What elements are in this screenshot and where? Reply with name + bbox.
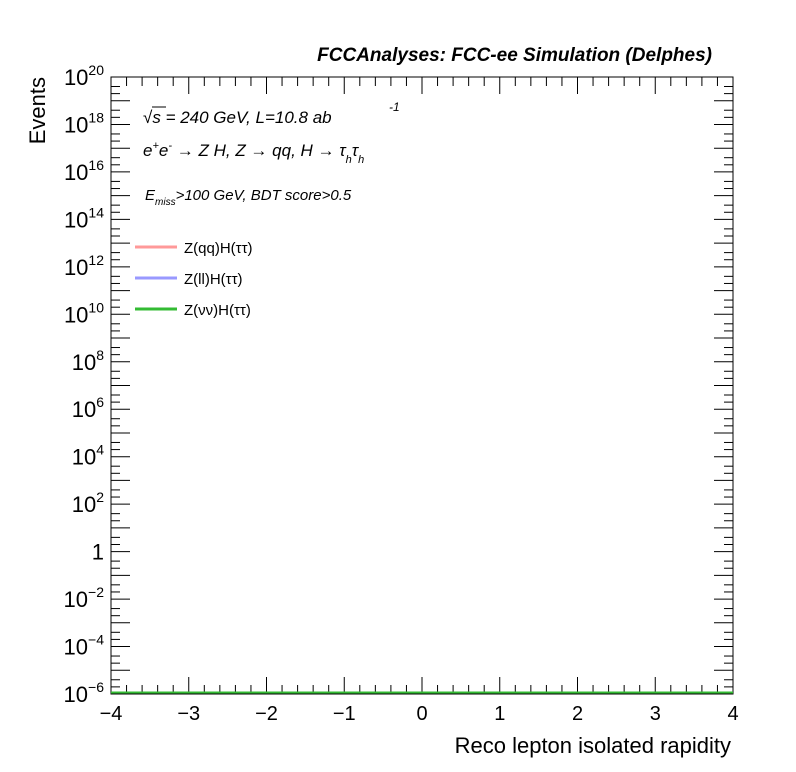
legend-entry-zll: Z(ll)H(ττ) <box>135 271 243 288</box>
annotation-energy: √s = 240 GeV, L=10.8 ab -1 <box>143 100 400 127</box>
y-tick-label: 10−2 <box>64 584 105 612</box>
x-tick-label: −3 <box>177 703 200 725</box>
y-tick-label: 108 <box>72 347 104 375</box>
y-tick-label: 1014 <box>64 204 104 232</box>
y-axis-label: Events <box>25 77 50 144</box>
y-tick-label: 10−4 <box>64 632 105 660</box>
svg-text:√s = 240 GeV, L=10.8 ab: √s = 240 GeV, L=10.8 ab <box>143 108 332 127</box>
y-tick-label: 106 <box>72 394 104 422</box>
x-tick-label: −2 <box>255 703 278 725</box>
x-tick-label: 2 <box>572 703 583 725</box>
svg-text:e+e- → Z H, Z → qq, H → τhτh: e+e- → Z H, Z → qq, H → τhτh <box>143 140 364 166</box>
x-tick-labels: −4 −3 −2 −1 0 1 2 3 4 <box>100 703 739 725</box>
svg-text:Emiss>100 GeV, BDT score>0.5: Emiss>100 GeV, BDT score>0.5 <box>145 187 352 208</box>
x-tick-label: 4 <box>727 703 738 725</box>
legend-entry-zqq: Z(qq)H(ττ) <box>135 240 253 257</box>
plot-frame <box>110 76 734 695</box>
legend-entry-znunu: Z(νν)H(ττ) <box>135 302 251 319</box>
y-tick-label: 1 <box>92 540 104 565</box>
x-tick-label: 1 <box>494 703 505 725</box>
y-tick-label: 102 <box>72 489 104 517</box>
x-tick-label: −1 <box>333 703 356 725</box>
svg-text:Z(ll)H(ττ): Z(ll)H(ττ) <box>184 271 243 288</box>
y-tick-labels: 10−6 10−4 10−2 1 102 104 106 108 1010 1012 1014 101… <box>64 62 105 707</box>
annotation-process: e+e- → Z H, Z → qq, H → τhτh <box>143 140 364 166</box>
legend: Z(qq)H(ττ) Z(ll)H(ττ) Z(νν)H(ττ) <box>135 240 253 319</box>
y-tick-label: 1020 <box>64 62 104 90</box>
svg-text:Z(νν)H(ττ): Z(νν)H(ττ) <box>184 302 251 319</box>
y-tick-label: 1010 <box>64 299 104 327</box>
chart-title: FCCAnalyses: FCC-ee Simulation (Delphes) <box>317 45 712 66</box>
y-tick-label: 1016 <box>64 157 104 185</box>
y-tick-label: 10−6 <box>64 679 105 707</box>
x-tick-label: 0 <box>416 703 427 725</box>
y-tick-label: 1018 <box>64 109 104 137</box>
x-tick-label: 3 <box>650 703 661 725</box>
annotation-selection: Emiss>100 GeV, BDT score>0.5 <box>145 187 352 208</box>
x-tick-label: −4 <box>100 703 123 725</box>
svg-text:Z(qq)H(ττ): Z(qq)H(ττ) <box>184 240 253 257</box>
x-axis-label: Reco lepton isolated rapidity <box>455 733 731 758</box>
axis-ticks <box>110 76 734 695</box>
y-tick-label: 1012 <box>64 252 104 280</box>
y-tick-label: 104 <box>72 442 104 470</box>
svg-text:-1: -1 <box>389 100 400 114</box>
